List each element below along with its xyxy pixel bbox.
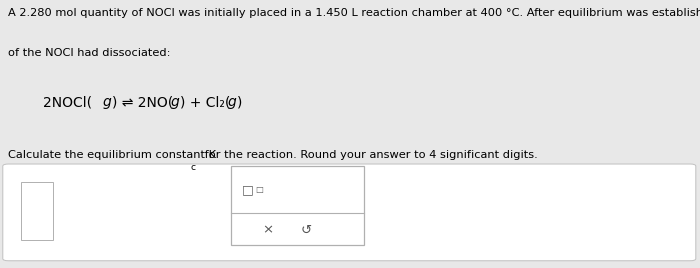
FancyBboxPatch shape: [3, 164, 696, 261]
Text: □: □: [255, 185, 262, 195]
Text: A 2.280 mol quantity of NOCl was initially placed in a 1.450 L reaction chamber : A 2.280 mol quantity of NOCl was initial…: [8, 8, 700, 18]
FancyBboxPatch shape: [231, 166, 364, 245]
Text: c: c: [190, 163, 195, 173]
Text: of the NOCl had dissociated:: of the NOCl had dissociated:: [8, 48, 171, 58]
Text: ) ⇌ 2NO(: ) ⇌ 2NO(: [112, 95, 174, 109]
Text: Calculate the equilibrium constant K: Calculate the equilibrium constant K: [8, 150, 216, 160]
Text: ↺: ↺: [301, 224, 312, 237]
Text: □: □: [241, 184, 253, 197]
Text: ×: ×: [262, 224, 274, 237]
FancyBboxPatch shape: [21, 182, 53, 240]
Text: g: g: [171, 95, 179, 109]
Text: g: g: [228, 95, 237, 109]
Text: 2NOCl(: 2NOCl(: [43, 95, 92, 109]
Text: g: g: [103, 95, 111, 109]
Text: ): ): [237, 95, 242, 109]
Text: for the reaction. Round your answer to 4 significant digits.: for the reaction. Round your answer to 4…: [201, 150, 538, 160]
Text: ) + Cl₂(: ) + Cl₂(: [180, 95, 230, 109]
